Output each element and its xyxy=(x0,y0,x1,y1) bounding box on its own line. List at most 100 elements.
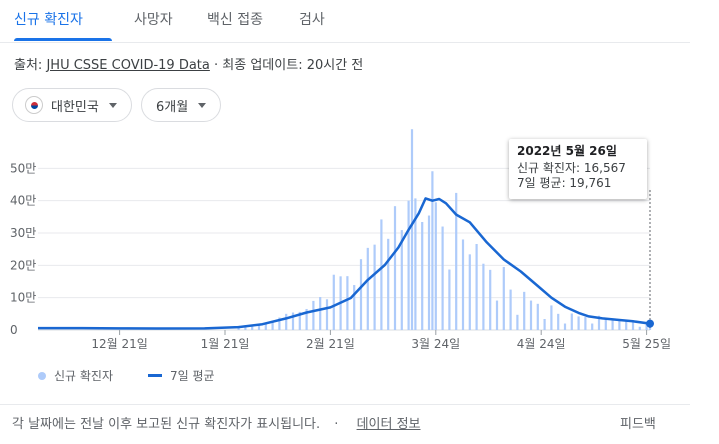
case-bar xyxy=(278,317,281,330)
case-bar xyxy=(448,269,451,330)
case-bar xyxy=(577,316,580,330)
korea-flag-icon xyxy=(25,96,43,114)
data-info-link[interactable]: 데이터 정보 xyxy=(356,417,421,432)
case-bar xyxy=(570,313,573,330)
footer-divider xyxy=(0,404,690,405)
case-bar xyxy=(475,243,478,330)
period-label: 6개월 xyxy=(156,99,189,115)
feedback-link[interactable]: 피드백 xyxy=(620,417,656,432)
case-bar xyxy=(495,300,499,330)
x-tick-label: 1월 21일 xyxy=(201,337,250,351)
tab-tests[interactable]: 검사 xyxy=(299,12,325,28)
hover-point xyxy=(646,319,654,328)
case-bar xyxy=(257,324,261,330)
case-bar xyxy=(271,321,274,330)
case-bar xyxy=(557,313,560,330)
y-tick-label: 10만 xyxy=(10,291,36,305)
case-bar xyxy=(319,297,322,330)
source-link[interactable]: JHU CSSE COVID-19 Data xyxy=(46,58,210,73)
case-bar xyxy=(509,289,512,330)
case-bar xyxy=(563,323,567,330)
legend-item-cases: 신규 확진자 xyxy=(38,367,113,384)
average-line xyxy=(38,197,651,330)
source-prefix: 출처: xyxy=(14,58,43,73)
legend-label-average: 7일 평균 xyxy=(170,369,215,383)
bar-dot-icon xyxy=(38,371,46,380)
y-tick-label: 0 xyxy=(10,323,18,337)
case-bar xyxy=(625,320,628,330)
case-bar xyxy=(427,215,431,330)
case-bar xyxy=(380,219,383,330)
case-bar xyxy=(584,317,587,330)
source-line: 출처: JHU CSSE COVID-19 Data · 최종 업데이트: 20… xyxy=(14,54,363,73)
x-tick-label: 5월 25일 xyxy=(622,337,671,351)
tab-deaths[interactable]: 사망자 xyxy=(134,12,173,28)
case-bar xyxy=(421,222,424,330)
case-bar xyxy=(536,303,539,330)
case-bar xyxy=(604,319,607,330)
case-bar xyxy=(298,311,301,330)
case-bar xyxy=(638,326,641,330)
case-bar xyxy=(332,274,335,330)
case-bar xyxy=(434,202,437,330)
case-bar xyxy=(414,198,417,330)
country-selector[interactable]: 대한민국 xyxy=(12,88,132,122)
case-bar xyxy=(550,305,553,330)
legend-item-average: 7일 평균 xyxy=(148,367,215,384)
case-bar xyxy=(591,323,594,330)
case-bar xyxy=(455,192,458,330)
case-bar xyxy=(346,276,349,330)
tab-vaccinations[interactable]: 백신 접종 xyxy=(207,12,263,28)
case-bar xyxy=(387,238,390,330)
case-bar xyxy=(468,254,471,330)
case-bar xyxy=(461,239,465,330)
tooltip-cases: 신규 확진자: 16,567 xyxy=(517,161,626,175)
period-selector[interactable]: 6개월 xyxy=(141,88,221,122)
cases-chart[interactable]: 0 10만 20만 30만 40만 50만 12월 21일 1월 21일 2월 21일 3월 24… xyxy=(0,128,690,360)
tooltip-average: 7일 평균: 19,761 xyxy=(517,176,612,190)
case-bar xyxy=(264,323,267,330)
tab-bar: 신규 확진자 사망자 백신 접종 검사 xyxy=(0,0,690,43)
case-bar xyxy=(489,269,492,330)
footer-separator: · xyxy=(334,417,339,432)
footer-note-line: 각 날짜에는 전날 이후 보고된 신규 확진자가 표시됩니다. · 데이터 정보 xyxy=(12,413,421,432)
x-tick-label: 2월 21일 xyxy=(306,337,355,351)
case-bar xyxy=(611,320,614,330)
case-bar xyxy=(516,314,519,330)
case-bar xyxy=(407,200,410,330)
y-tick-label: 30만 xyxy=(10,226,36,240)
case-bar xyxy=(312,300,315,330)
case-bar xyxy=(645,322,648,330)
line-icon xyxy=(148,374,162,377)
case-bar xyxy=(631,320,635,330)
case-bar xyxy=(529,300,533,330)
active-tab-indicator xyxy=(14,38,112,41)
country-label: 대한민국 xyxy=(51,99,99,115)
case-bar xyxy=(441,226,444,330)
tab-new-cases[interactable]: 신규 확진자 xyxy=(14,12,83,28)
case-bar xyxy=(597,315,601,330)
last-updated: 최종 업데이트: 20시간 전 xyxy=(222,58,364,73)
x-tick-label: 12월 21일 xyxy=(91,337,147,351)
case-bar xyxy=(502,266,505,330)
case-bar xyxy=(291,312,295,330)
case-bar xyxy=(431,171,434,330)
case-bar xyxy=(523,291,526,330)
case-bar xyxy=(543,319,546,330)
case-bar xyxy=(400,230,403,330)
chart-tooltip: 2022년 5월 26일 신규 확진자: 16,567 7일 평균: 19,76… xyxy=(509,139,647,199)
case-bar xyxy=(410,129,414,330)
chevron-down-icon xyxy=(198,102,207,108)
case-bar xyxy=(244,325,247,330)
y-tick-label: 40만 xyxy=(10,194,36,208)
case-bar xyxy=(251,324,254,330)
case-bar xyxy=(393,206,397,330)
case-bar xyxy=(482,263,485,330)
chevron-down-icon xyxy=(108,102,117,108)
y-tick-label: 20만 xyxy=(10,258,36,272)
footer-note: 각 날짜에는 전날 이후 보고된 신규 확진자가 표시됩니다. xyxy=(12,417,321,432)
case-bar xyxy=(359,259,363,330)
source-separator: · xyxy=(214,58,219,73)
case-bar xyxy=(618,320,621,330)
case-bar xyxy=(285,313,288,330)
